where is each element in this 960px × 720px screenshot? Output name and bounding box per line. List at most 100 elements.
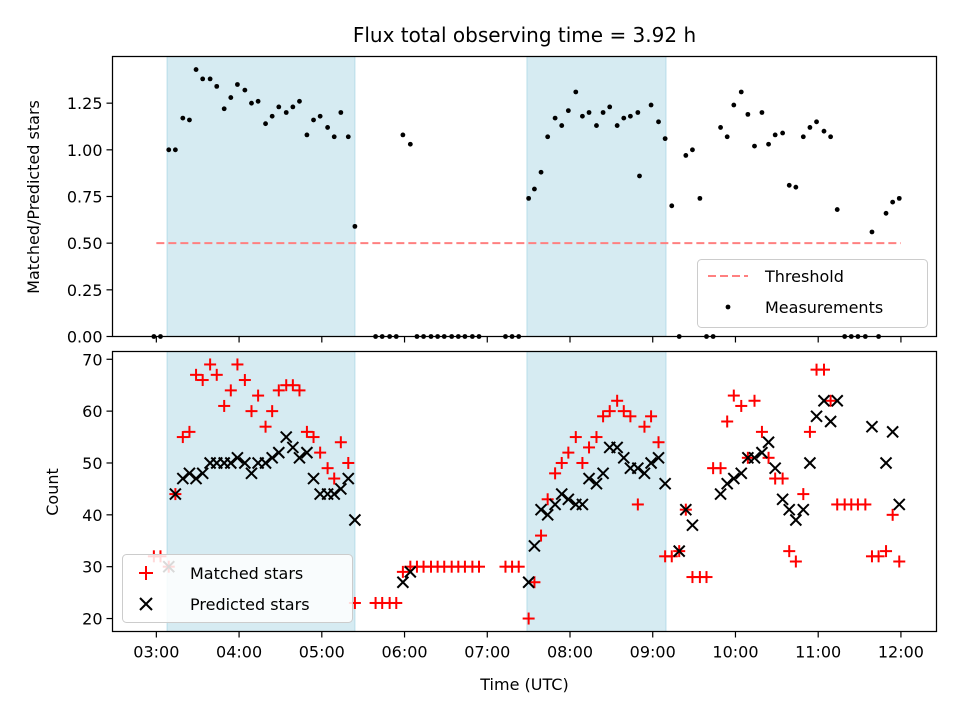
predicted-star-point [789,513,803,527]
measurement-point [526,195,532,201]
predicted-star-point [396,576,410,589]
matched-star-point [238,374,251,387]
top-shaded-intervals [166,56,667,337]
matched-star-point [714,462,727,475]
measurement-point [559,123,565,128]
matched-star-point [334,436,347,449]
y-tick-label: 40 [82,506,102,525]
matched-star-point [700,571,713,584]
matched-star-point [859,498,872,511]
measurement-point [614,123,620,128]
predicted-star-point [259,456,272,470]
matched-star-point [176,431,189,444]
predicted-star-point [562,493,575,506]
predicted-star-point [404,565,417,579]
predicted-legend-swatch [139,597,153,611]
predicted-legend-label: Predicted stars [190,595,310,614]
matched-star-point [776,472,789,485]
matched-star-point [196,374,209,387]
predicted-star-point [658,477,672,490]
predicted-star-point [610,441,624,454]
measurement-point [180,115,186,121]
measurement-point [166,147,172,153]
measurement-point [538,169,544,175]
predicted-star-point [865,420,879,433]
x-tick-label: 12:00 [878,643,924,662]
x-tick-label: 04:00 [216,643,262,662]
predicted-star-point [797,503,810,516]
matched-star-point [665,550,678,563]
top-y-axis-label: Matched/Predicted stars [24,100,43,294]
measurement-point [627,113,633,119]
measurement-point [793,184,799,190]
measurement-point [883,210,889,216]
measurement-point [283,110,289,115]
matched-star-point [528,576,541,589]
chart-title: Flux total observing time = 3.92 h [353,23,696,47]
matched-star-point [721,415,734,428]
top-legend: Threshold Measurements [697,259,928,328]
measurement-point [731,102,737,108]
predicted-star-point [617,451,630,465]
measurement-point [345,134,351,140]
x-tick-label: 11:00 [795,643,841,662]
predicted-star-point [286,441,300,454]
measurement-point [249,100,254,106]
x-tick-label: 09:00 [630,643,676,662]
measurement-point [400,132,406,138]
predicted-star-point [720,477,734,490]
predicted-star-point [245,467,258,480]
measurement-point [648,102,654,108]
measurement-point [193,67,199,72]
predicted-star-point [334,482,348,496]
y-tick-label: 50 [82,454,102,473]
predicted-star-point [528,539,541,553]
matched-star-point [472,560,485,573]
measurement-point [683,153,689,158]
predicted-star-point [824,415,837,428]
matched-star-point [286,379,299,392]
matched-star-point [259,420,272,433]
shaded-interval [526,351,667,632]
measurement-point [600,110,606,115]
predicted-star-point [541,508,554,522]
shaded-interval [166,56,356,337]
matched-star-point [190,368,203,381]
matched-star-point [645,410,658,423]
measurement-point [532,186,537,192]
predicted-star-point [644,456,658,470]
measurement-point [697,195,703,201]
measurement-point [242,87,248,93]
matched-star-point [576,456,589,469]
bottom-legend-box [122,554,353,623]
matched-star-point [549,467,562,480]
measurement-point [690,147,695,153]
measurements-legend-swatch [725,304,731,310]
measurement-point [407,141,413,147]
predicted-star-point [776,493,789,506]
matched-star-point [638,420,651,433]
matched-star-point [266,405,279,418]
matched-star-point [583,441,596,454]
matched-star-point [390,596,403,609]
measurement-point [821,128,827,134]
measurement-point [594,123,599,128]
matched-star-point [522,612,535,625]
matched-star-point [880,545,893,558]
bottom-y-axis-ticks: 20 30 40 50 60 70 [82,350,113,629]
predicted-star-point [576,498,589,511]
predicted-star-point [590,477,603,490]
matched-star-point [652,436,665,449]
measurement-point [228,95,234,100]
matched-star-point [535,529,548,542]
x-tick-label: 03:00 [133,643,179,662]
measurement-point [214,83,220,89]
measurement-point [565,108,571,114]
measurement-point [669,203,675,209]
predicted-star-point [189,472,203,485]
matched-legend-swatch [139,566,153,580]
measurement-point [662,136,668,142]
predicted-star-point [582,472,596,485]
matched-star-point [727,389,740,402]
measurement-point [759,110,765,115]
